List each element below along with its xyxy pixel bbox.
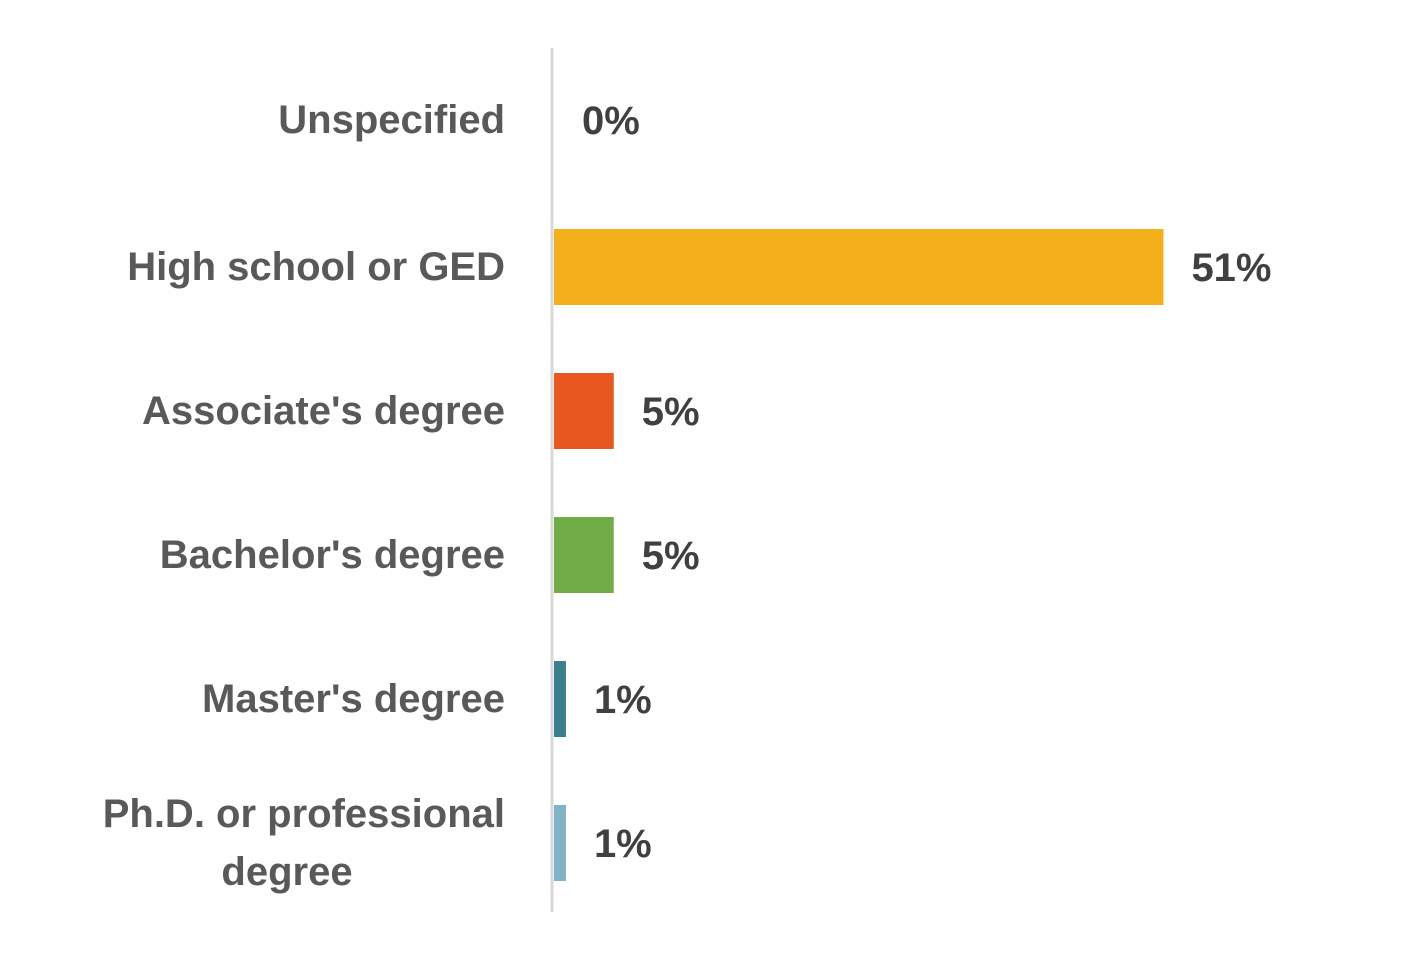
value-label-master-s-degree: 1% bbox=[594, 678, 652, 722]
category-label-ph-d-or-professional-degree-line-1: Ph.D. or professional bbox=[103, 792, 505, 836]
category-label-unspecified: Unspecified bbox=[278, 98, 505, 142]
category-label-bachelor-s-degree: Bachelor's degree bbox=[160, 533, 505, 577]
category-label-ph-d-or-professional-degree-line-2: degree bbox=[221, 850, 352, 894]
bar-master-s-degree bbox=[554, 661, 566, 737]
value-label-bachelor-s-degree: 5% bbox=[642, 534, 700, 578]
bar-high-school-or-ged bbox=[554, 229, 1164, 305]
category-label-associate-s-degree: Associate's degree bbox=[142, 389, 505, 433]
value-label-unspecified: 0% bbox=[582, 99, 640, 143]
bar-associate-s-degree bbox=[554, 373, 614, 449]
value-label-associate-s-degree: 5% bbox=[642, 390, 700, 434]
value-label-ph-d-or-professional-degree: 1% bbox=[594, 822, 652, 866]
bars-layer bbox=[554, 229, 1164, 881]
category-label-high-school-or-ged: High school or GED bbox=[127, 245, 505, 289]
bar-ph-d-or-professional-degree bbox=[554, 805, 566, 881]
category-label-master-s-degree: Master's degree bbox=[202, 677, 505, 721]
value-label-high-school-or-ged: 51% bbox=[1191, 246, 1271, 290]
bar-bachelor-s-degree bbox=[554, 517, 614, 593]
labels-layer: 0% Unspecified 51% High school or GED 5% Asso… bbox=[103, 98, 1272, 894]
